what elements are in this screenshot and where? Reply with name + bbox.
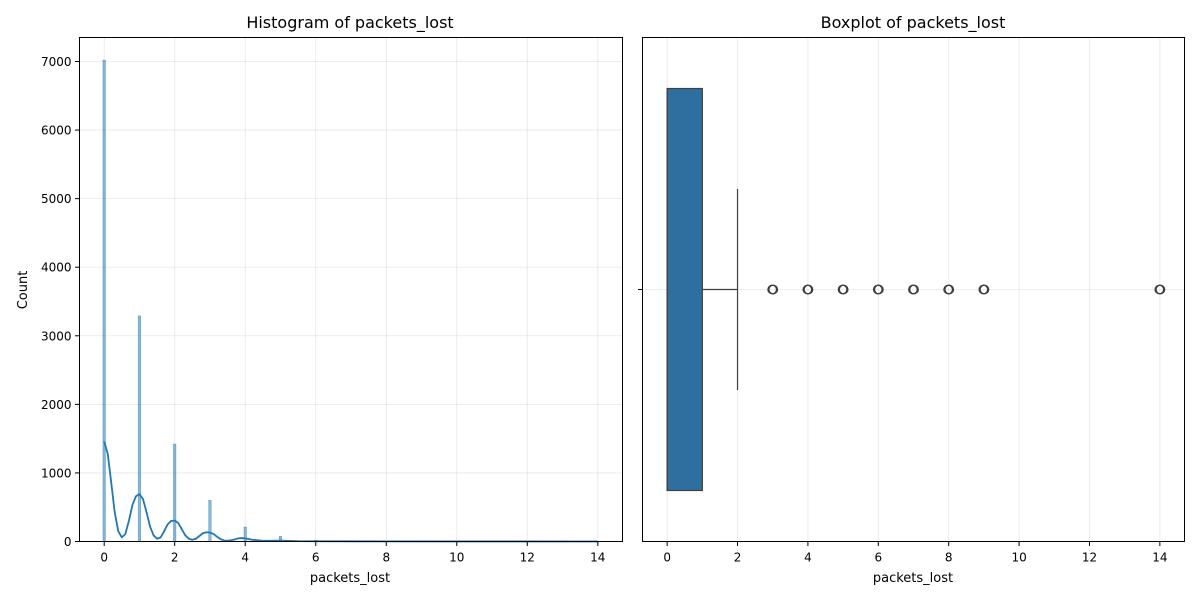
histogram-x-label: packets_lost bbox=[310, 571, 390, 586]
histogram-kde bbox=[103, 441, 598, 543]
boxplot-title: Boxplot of packets_lost bbox=[821, 13, 1006, 33]
histogram-bar-0 bbox=[102, 59, 106, 542]
boxplot-outlier-4 bbox=[803, 284, 814, 295]
histogram-x-ticks: 0 2 4 6 8 10 12 14 bbox=[100, 541, 605, 565]
boxplot-outlier-5 bbox=[838, 284, 849, 295]
histogram-grid bbox=[79, 37, 623, 542]
boxplot-outlier-3 bbox=[768, 284, 779, 295]
boxplot-x-tick-label: 0 bbox=[663, 551, 671, 565]
histogram-y-tick-label: 5000 bbox=[41, 192, 72, 206]
boxplot-x-ticks: 0 2 4 6 8 10 12 14 bbox=[663, 541, 1168, 565]
boxplot-outlier-7 bbox=[909, 284, 919, 295]
boxplot-outliers bbox=[767, 284, 1166, 295]
histogram-title: Histogram of packets_lost bbox=[246, 13, 453, 33]
histogram-bars bbox=[102, 59, 600, 543]
boxplot-x-tick-label: 12 bbox=[1082, 551, 1097, 565]
boxplot-box bbox=[666, 87, 703, 492]
histogram-y-tick-label: 3000 bbox=[41, 329, 72, 343]
histogram-y-tick-label: 0 bbox=[64, 535, 72, 549]
histogram-x-tick-label: 14 bbox=[590, 551, 605, 565]
boxplot-outlier-6 bbox=[874, 284, 884, 295]
boxplot-x-tick-label: 14 bbox=[1152, 551, 1167, 565]
histogram-y-tick-label: 7000 bbox=[41, 55, 72, 69]
histogram-x-tick-label: 10 bbox=[449, 551, 464, 565]
boxplot-outlier-8 bbox=[944, 284, 955, 295]
histogram-y-tick-label: 1000 bbox=[41, 466, 72, 480]
histogram-frame bbox=[79, 37, 623, 542]
histogram-y-tick-label: 6000 bbox=[41, 124, 72, 138]
histogram-bar-1 bbox=[137, 315, 141, 542]
histogram-x-tick-label: 4 bbox=[241, 551, 249, 565]
histogram-y-tick-label: 2000 bbox=[41, 398, 72, 412]
boxplot-x-tick-label: 2 bbox=[734, 551, 742, 565]
histogram-panel: Histogram of packets_lost 0 2 4 6 8 10 12 14 0 1… bbox=[16, 13, 623, 586]
histogram-x-tick-label: 8 bbox=[382, 551, 390, 565]
boxplot-outlier-9 bbox=[979, 284, 990, 295]
histogram-x-tick-label: 0 bbox=[100, 551, 108, 565]
histogram-y-tick-label: 4000 bbox=[41, 261, 72, 275]
histogram-y-ticks: 0 1000 2000 3000 4000 5000 6000 7000 bbox=[41, 55, 80, 549]
boxplot-x-tick-label: 8 bbox=[945, 551, 953, 565]
boxplot-x-tick-label: 6 bbox=[874, 551, 882, 565]
boxplot-x-tick-label: 4 bbox=[804, 551, 812, 565]
boxplot-outlier-14 bbox=[1155, 284, 1166, 295]
histogram-x-tick-label: 2 bbox=[171, 551, 179, 565]
boxplot-x-tick-label: 10 bbox=[1011, 551, 1026, 565]
histogram-bar-3 bbox=[208, 500, 212, 542]
boxplot-body bbox=[666, 87, 739, 492]
histogram-x-tick-label: 12 bbox=[520, 551, 535, 565]
histogram-kde-line bbox=[103, 441, 598, 543]
histogram-y-label: Count bbox=[16, 271, 31, 310]
histogram-x-tick-label: 6 bbox=[312, 551, 320, 565]
boxplot-panel: Boxplot of packets_lost 0 2 4 6 8 10 12 14 pack… bbox=[638, 13, 1185, 586]
histogram-bar-2 bbox=[173, 443, 177, 542]
boxplot-x-label: packets_lost bbox=[873, 571, 953, 586]
